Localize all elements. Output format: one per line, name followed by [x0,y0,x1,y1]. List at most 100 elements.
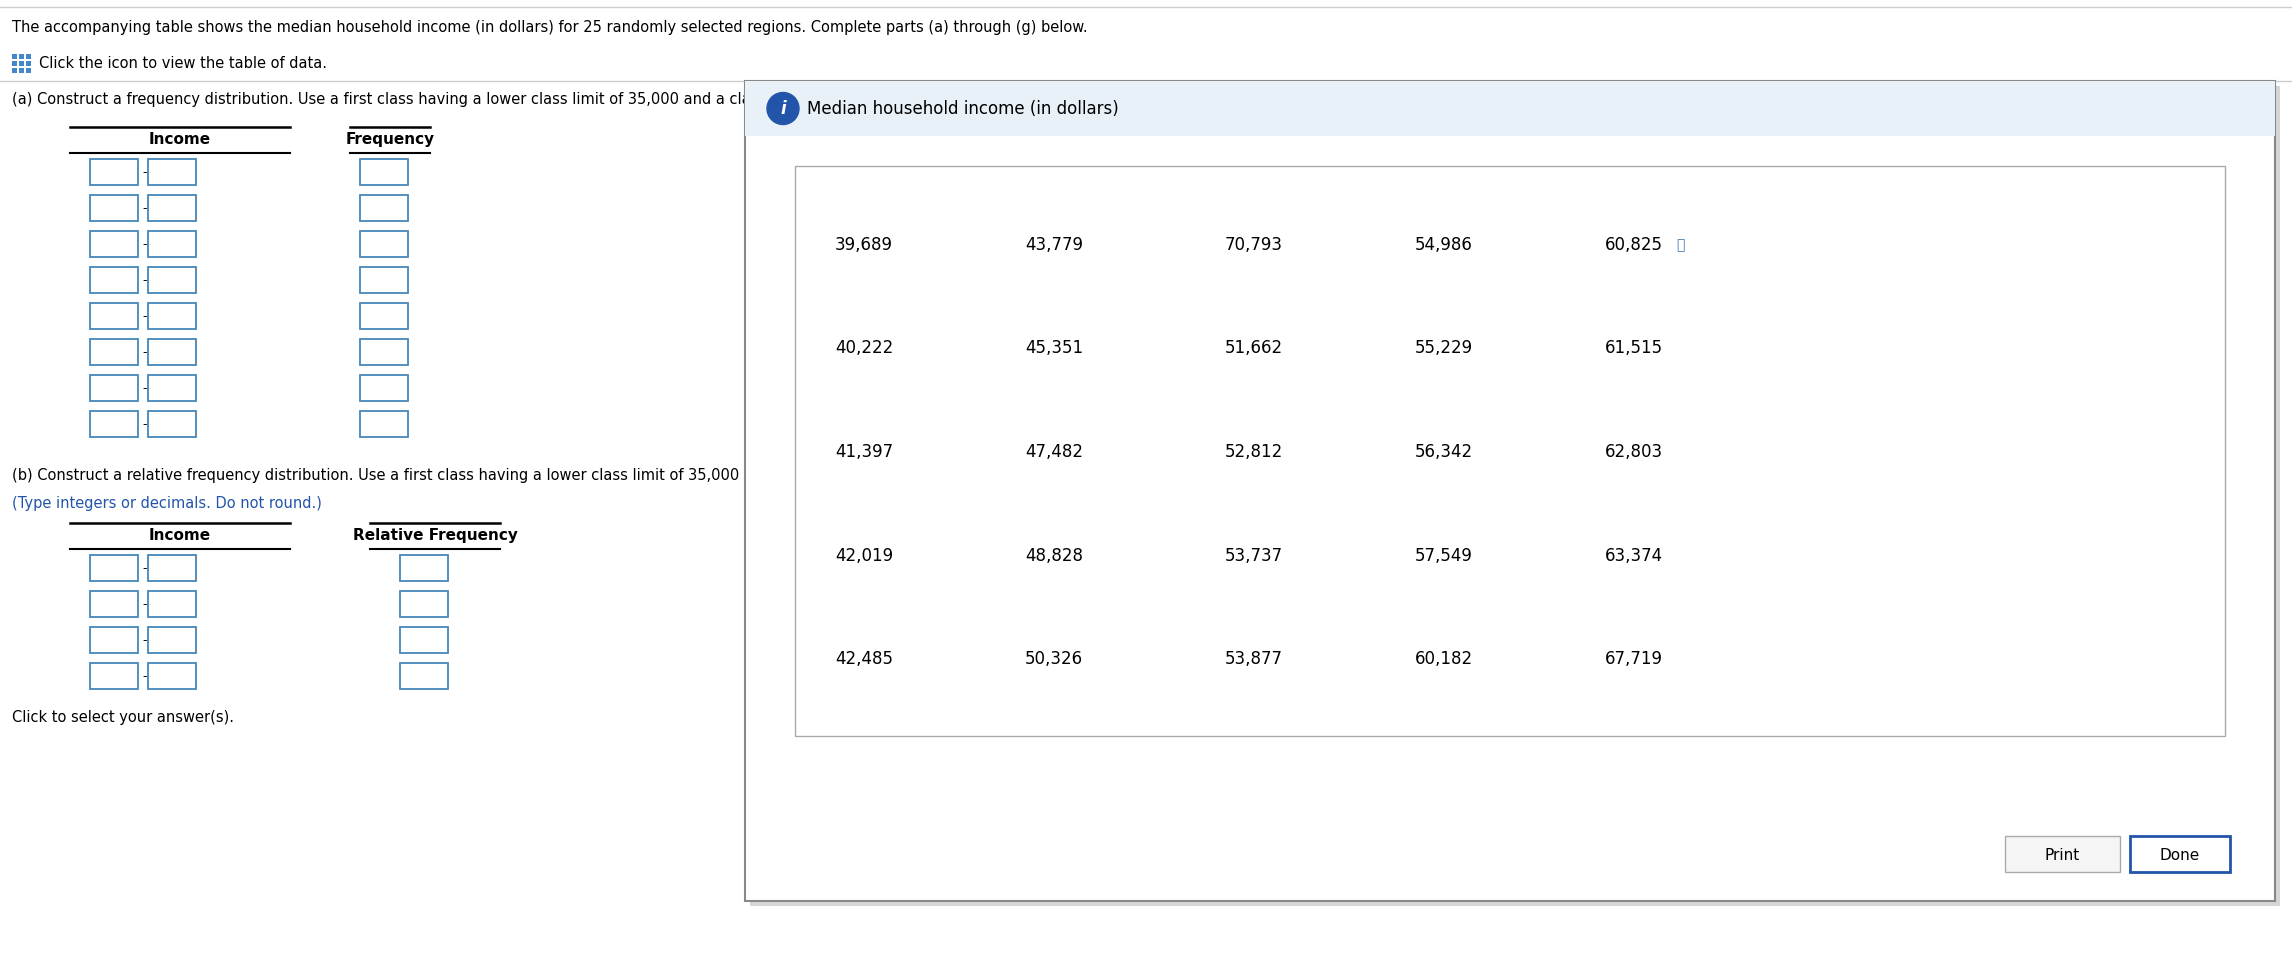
Text: 39,689: 39,689 [834,235,894,253]
Text: Click to select your answer(s).: Click to select your answer(s). [11,709,234,724]
Text: -: - [142,670,147,683]
Bar [360,411,408,438]
Bar [149,160,197,186]
Text: 54,986: 54,986 [1414,235,1474,253]
Text: 53,737: 53,737 [1224,546,1284,564]
Text: 42,019: 42,019 [834,546,894,564]
Bar [745,82,2276,901]
Text: -: - [142,275,147,287]
Text: -: - [142,418,147,431]
Text: 53,877: 53,877 [1224,650,1284,667]
Bar [18,55,23,60]
Bar [149,556,197,581]
Bar [360,160,408,186]
Bar [18,62,23,67]
Text: Income: Income [149,132,211,147]
Bar [401,556,447,581]
Text: Income: Income [149,528,211,542]
Bar [360,268,408,294]
Bar [149,268,197,294]
Text: Print: Print [2044,847,2079,862]
Text: Done: Done [2159,847,2200,862]
Bar [149,663,197,690]
Text: -: - [142,598,147,611]
Text: 42,485: 42,485 [834,650,894,667]
Bar [89,304,138,329]
Text: -: - [142,382,147,395]
Bar [149,304,197,329]
Text: 67,719: 67,719 [1604,650,1664,667]
Bar [795,167,2226,737]
Text: 60,825: 60,825 [1604,235,1664,253]
Bar [149,340,197,365]
Bar [11,69,16,74]
Text: (Type integers or decimals. Do not round.): (Type integers or decimals. Do not round… [11,495,321,510]
Text: 43,779: 43,779 [1025,235,1084,253]
Bar [11,62,16,67]
Text: 52,812: 52,812 [1224,443,1284,460]
Bar [25,55,32,60]
Bar [89,195,138,222]
Text: 70,793: 70,793 [1224,235,1284,253]
Bar [149,627,197,654]
Text: Frequency: Frequency [346,132,435,147]
Text: -: - [142,346,147,360]
Bar [89,556,138,581]
Bar [360,375,408,402]
Text: 50,326: 50,326 [1025,650,1084,667]
Text: (a) Construct a frequency distribution. Use a first class having a lower class l: (a) Construct a frequency distribution. … [11,92,876,106]
Text: i: i [779,101,786,118]
Bar [360,195,408,222]
Bar [89,375,138,402]
Bar [149,232,197,258]
Bar [89,411,138,438]
Bar [25,62,32,67]
Text: 45,351: 45,351 [1025,339,1084,357]
Bar [89,340,138,365]
Text: 60,182: 60,182 [1414,650,1474,667]
Bar [18,69,23,74]
Text: -: - [142,166,147,180]
Text: (b) Construct a relative frequency distribution. Use a first class having a lowe: (b) Construct a relative frequency distr… [11,468,937,483]
Text: -: - [142,202,147,215]
Bar [89,591,138,617]
Text: 62,803: 62,803 [1604,443,1664,460]
Bar [149,411,197,438]
Bar [2129,836,2230,872]
Bar [360,340,408,365]
Text: Median household income (in dollars): Median household income (in dollars) [807,101,1118,118]
Text: The accompanying table shows the median household income (in dollars) for 25 ran: The accompanying table shows the median … [11,20,1089,35]
Bar [25,69,32,74]
Text: 48,828: 48,828 [1025,546,1084,564]
Text: 63,374: 63,374 [1604,546,1664,564]
Bar [89,232,138,258]
Bar [749,87,2281,906]
Text: 55,229: 55,229 [1414,339,1474,357]
Bar [149,375,197,402]
Circle shape [768,94,800,125]
Bar [2006,836,2120,872]
Text: Click the icon to view the table of data.: Click the icon to view the table of data… [39,57,328,71]
Bar [149,591,197,617]
Bar [89,627,138,654]
Text: ⧉: ⧉ [1675,237,1685,251]
Text: 51,662: 51,662 [1224,339,1284,357]
Bar [360,304,408,329]
Text: 41,397: 41,397 [834,443,894,460]
Bar [401,627,447,654]
Text: 47,482: 47,482 [1025,443,1084,460]
Bar [89,160,138,186]
Text: 56,342: 56,342 [1414,443,1474,460]
Bar [149,195,197,222]
Bar [89,268,138,294]
Bar [401,591,447,617]
Bar [745,82,2276,137]
Text: 40,222: 40,222 [834,339,894,357]
Bar [89,663,138,690]
Text: Relative Frequency: Relative Frequency [353,528,518,542]
Bar [401,663,447,690]
Text: -: - [142,310,147,323]
Bar [360,232,408,258]
Text: 61,515: 61,515 [1604,339,1664,357]
Text: -: - [142,238,147,251]
